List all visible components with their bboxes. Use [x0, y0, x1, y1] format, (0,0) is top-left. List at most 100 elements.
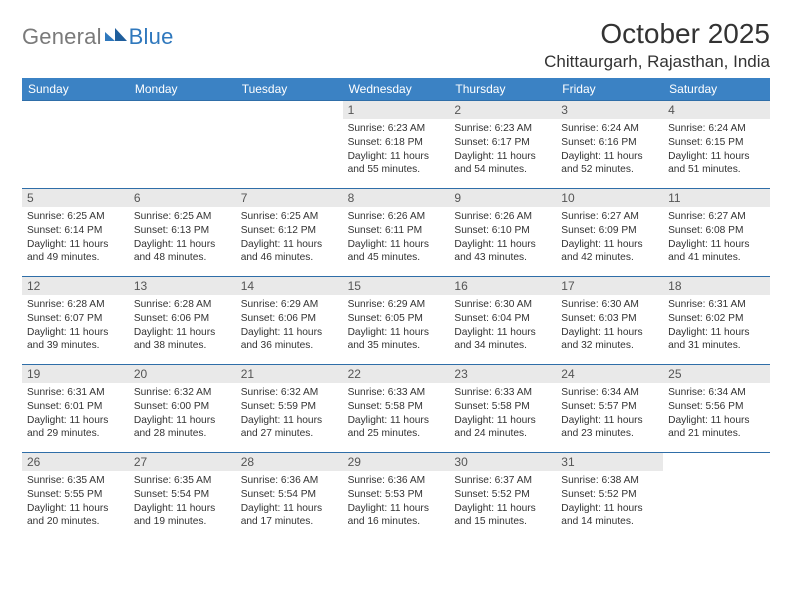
weekday-label: Wednesday [343, 78, 450, 100]
calendar-cell: 24Sunrise: 6:34 AMSunset: 5:57 PMDayligh… [556, 364, 663, 452]
sunrise-text: Sunrise: 6:36 AM [348, 474, 445, 488]
daylight-text: Daylight: 11 hours and 32 minutes. [561, 326, 658, 354]
day-number: 13 [129, 277, 236, 295]
sunrise-text: Sunrise: 6:25 AM [134, 210, 231, 224]
calendar-cell: 15Sunrise: 6:29 AMSunset: 6:05 PMDayligh… [343, 276, 450, 364]
day-number: 26 [22, 453, 129, 471]
calendar-cell: 16Sunrise: 6:30 AMSunset: 6:04 PMDayligh… [449, 276, 556, 364]
daylight-text: Daylight: 11 hours and 39 minutes. [27, 326, 124, 354]
sunrise-text: Sunrise: 6:36 AM [241, 474, 338, 488]
cell-body: Sunrise: 6:32 AMSunset: 6:00 PMDaylight:… [129, 383, 236, 445]
cell-body: Sunrise: 6:24 AMSunset: 6:16 PMDaylight:… [556, 119, 663, 181]
daylight-text: Daylight: 11 hours and 20 minutes. [27, 502, 124, 530]
day-number: 25 [663, 365, 770, 383]
sunset-text: Sunset: 6:05 PM [348, 312, 445, 326]
calendar-cell: 20Sunrise: 6:32 AMSunset: 6:00 PMDayligh… [129, 364, 236, 452]
calendar-cell: 6Sunrise: 6:25 AMSunset: 6:13 PMDaylight… [129, 188, 236, 276]
sunrise-text: Sunrise: 6:35 AM [27, 474, 124, 488]
calendar-cell: 25Sunrise: 6:34 AMSunset: 5:56 PMDayligh… [663, 364, 770, 452]
sunset-text: Sunset: 6:15 PM [668, 136, 765, 150]
sunset-text: Sunset: 5:52 PM [561, 488, 658, 502]
weekday-label: Thursday [449, 78, 556, 100]
day-number: 17 [556, 277, 663, 295]
sunrise-text: Sunrise: 6:30 AM [454, 298, 551, 312]
sunset-text: Sunset: 5:56 PM [668, 400, 765, 414]
weekday-label: Saturday [663, 78, 770, 100]
day-number: 30 [449, 453, 556, 471]
day-number: 6 [129, 189, 236, 207]
cell-body [129, 105, 236, 112]
daylight-text: Daylight: 11 hours and 38 minutes. [134, 326, 231, 354]
sunset-text: Sunset: 6:18 PM [348, 136, 445, 150]
sunset-text: Sunset: 6:13 PM [134, 224, 231, 238]
sunrise-text: Sunrise: 6:23 AM [348, 122, 445, 136]
sunrise-text: Sunrise: 6:25 AM [27, 210, 124, 224]
calendar-cell: 21Sunrise: 6:32 AMSunset: 5:59 PMDayligh… [236, 364, 343, 452]
cell-body: Sunrise: 6:23 AMSunset: 6:18 PMDaylight:… [343, 119, 450, 181]
calendar-page: General Blue October 2025 Chittaurgarh, … [0, 0, 792, 552]
day-number: 15 [343, 277, 450, 295]
daylight-text: Daylight: 11 hours and 35 minutes. [348, 326, 445, 354]
sunset-text: Sunset: 6:09 PM [561, 224, 658, 238]
daylight-text: Daylight: 11 hours and 17 minutes. [241, 502, 338, 530]
cell-body: Sunrise: 6:24 AMSunset: 6:15 PMDaylight:… [663, 119, 770, 181]
daylight-text: Daylight: 11 hours and 27 minutes. [241, 414, 338, 442]
sunset-text: Sunset: 5:54 PM [134, 488, 231, 502]
sunrise-text: Sunrise: 6:28 AM [27, 298, 124, 312]
calendar: Sunday Monday Tuesday Wednesday Thursday… [22, 78, 770, 540]
weekday-label: Sunday [22, 78, 129, 100]
calendar-cell: 2Sunrise: 6:23 AMSunset: 6:17 PMDaylight… [449, 100, 556, 188]
sunset-text: Sunset: 6:11 PM [348, 224, 445, 238]
cell-body: Sunrise: 6:30 AMSunset: 6:03 PMDaylight:… [556, 295, 663, 357]
cell-body: Sunrise: 6:25 AMSunset: 6:13 PMDaylight:… [129, 207, 236, 269]
sunrise-text: Sunrise: 6:24 AM [561, 122, 658, 136]
daylight-text: Daylight: 11 hours and 46 minutes. [241, 238, 338, 266]
sunrise-text: Sunrise: 6:35 AM [134, 474, 231, 488]
day-number: 2 [449, 101, 556, 119]
day-number: 14 [236, 277, 343, 295]
day-number: 31 [556, 453, 663, 471]
sunset-text: Sunset: 6:16 PM [561, 136, 658, 150]
daylight-text: Daylight: 11 hours and 14 minutes. [561, 502, 658, 530]
calendar-cell: 1Sunrise: 6:23 AMSunset: 6:18 PMDaylight… [343, 100, 450, 188]
calendar-cell: 23Sunrise: 6:33 AMSunset: 5:58 PMDayligh… [449, 364, 556, 452]
sunset-text: Sunset: 5:58 PM [348, 400, 445, 414]
sunrise-text: Sunrise: 6:38 AM [561, 474, 658, 488]
day-number: 7 [236, 189, 343, 207]
calendar-cell: 7Sunrise: 6:25 AMSunset: 6:12 PMDaylight… [236, 188, 343, 276]
sunrise-text: Sunrise: 6:26 AM [454, 210, 551, 224]
calendar-cell: 19Sunrise: 6:31 AMSunset: 6:01 PMDayligh… [22, 364, 129, 452]
sunset-text: Sunset: 6:14 PM [27, 224, 124, 238]
sunset-text: Sunset: 6:10 PM [454, 224, 551, 238]
daylight-text: Daylight: 11 hours and 49 minutes. [27, 238, 124, 266]
month-title: October 2025 [544, 18, 770, 50]
daylight-text: Daylight: 11 hours and 21 minutes. [668, 414, 765, 442]
cell-body: Sunrise: 6:34 AMSunset: 5:56 PMDaylight:… [663, 383, 770, 445]
sunset-text: Sunset: 6:03 PM [561, 312, 658, 326]
cell-body: Sunrise: 6:35 AMSunset: 5:55 PMDaylight:… [22, 471, 129, 533]
daylight-text: Daylight: 11 hours and 24 minutes. [454, 414, 551, 442]
cell-body: Sunrise: 6:36 AMSunset: 5:54 PMDaylight:… [236, 471, 343, 533]
sunset-text: Sunset: 6:00 PM [134, 400, 231, 414]
daylight-text: Daylight: 11 hours and 51 minutes. [668, 150, 765, 178]
cell-body: Sunrise: 6:27 AMSunset: 6:08 PMDaylight:… [663, 207, 770, 269]
sunrise-text: Sunrise: 6:33 AM [454, 386, 551, 400]
sunrise-text: Sunrise: 6:27 AM [668, 210, 765, 224]
day-number: 27 [129, 453, 236, 471]
day-number: 29 [343, 453, 450, 471]
calendar-cell [663, 452, 770, 540]
cell-body: Sunrise: 6:38 AMSunset: 5:52 PMDaylight:… [556, 471, 663, 533]
cell-body: Sunrise: 6:27 AMSunset: 6:09 PMDaylight:… [556, 207, 663, 269]
day-number: 23 [449, 365, 556, 383]
cell-body: Sunrise: 6:26 AMSunset: 6:11 PMDaylight:… [343, 207, 450, 269]
title-block: October 2025 Chittaurgarh, Rajasthan, In… [544, 18, 770, 72]
cell-body: Sunrise: 6:37 AMSunset: 5:52 PMDaylight:… [449, 471, 556, 533]
brand-logo: General Blue [22, 24, 174, 50]
daylight-text: Daylight: 11 hours and 54 minutes. [454, 150, 551, 178]
sunset-text: Sunset: 5:59 PM [241, 400, 338, 414]
calendar-cell [22, 100, 129, 188]
cell-body: Sunrise: 6:32 AMSunset: 5:59 PMDaylight:… [236, 383, 343, 445]
sunset-text: Sunset: 6:06 PM [241, 312, 338, 326]
sunset-text: Sunset: 6:07 PM [27, 312, 124, 326]
daylight-text: Daylight: 11 hours and 23 minutes. [561, 414, 658, 442]
